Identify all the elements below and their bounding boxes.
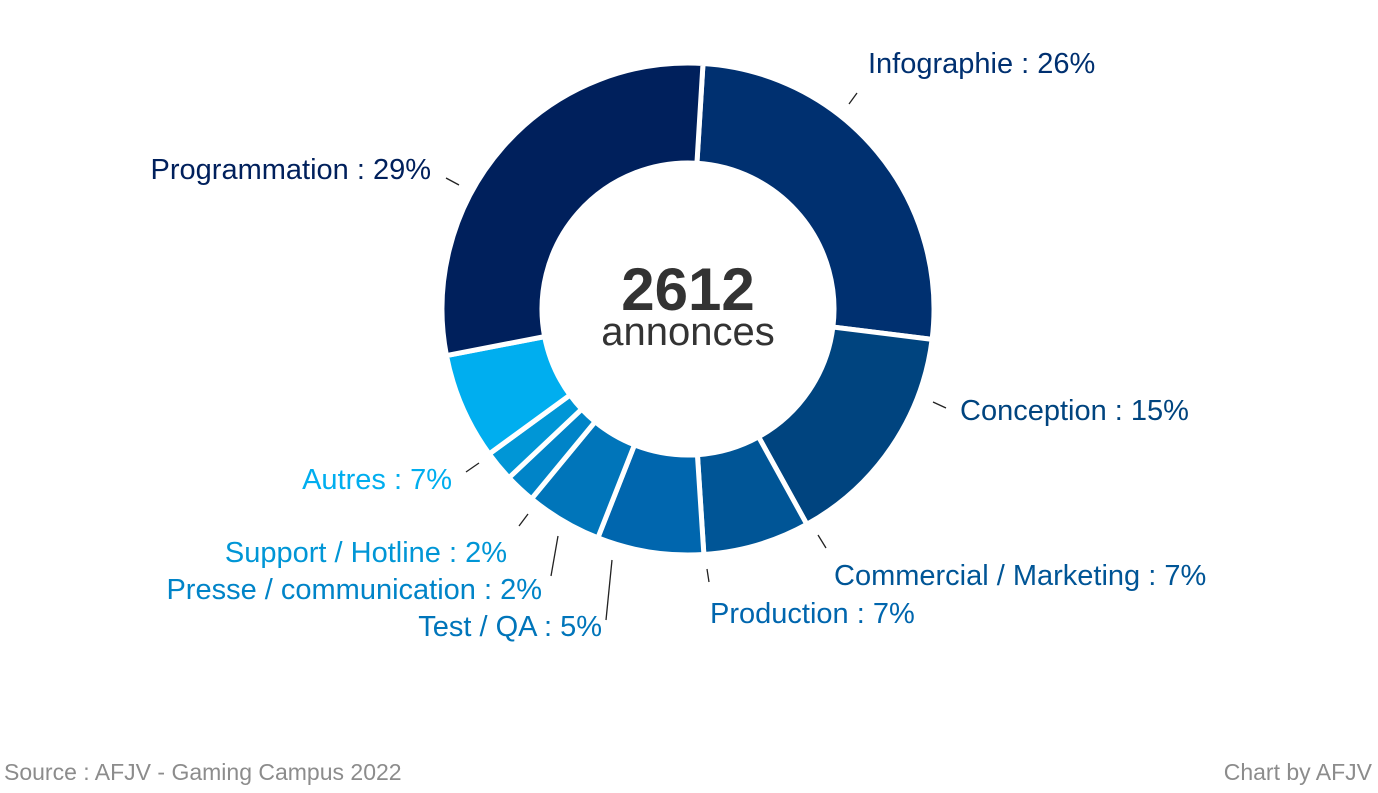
data-label-programmation: Programmation : 29%	[151, 154, 431, 186]
leader-line-support-hotline	[518, 513, 529, 527]
slice-programmation	[439, 60, 706, 359]
leader-line-commercial-marketing	[817, 534, 827, 549]
leader-line-infographie	[848, 92, 858, 105]
data-label-commercial-marketing: Commercial / Marketing : 7%	[834, 560, 1206, 592]
leader-line-conception	[932, 401, 947, 409]
data-label-support-hotline: Support / Hotline : 2%	[225, 537, 507, 569]
leader-line-autres	[465, 462, 480, 473]
leader-lines	[445, 92, 947, 621]
data-label-test-qa: Test / QA : 5%	[418, 611, 602, 643]
slice-labels: Infographie : 26% Conception : 15% Commerc…	[151, 48, 1207, 643]
data-label-autres: Autres : 7%	[302, 464, 452, 496]
data-label-infographie: Infographie : 26%	[868, 48, 1095, 80]
data-label-conception: Conception : 15%	[960, 395, 1189, 427]
leader-line-test-qa	[605, 559, 613, 621]
slice-infographie	[694, 60, 937, 343]
source-note: Source : AFJV - Gaming Campus 2022	[4, 759, 402, 785]
data-label-production: Production : 7%	[710, 598, 915, 630]
leader-line-programmation	[445, 177, 460, 186]
chart-credit: Chart by AFJV	[1223, 759, 1372, 785]
center-total-value: 2612	[621, 256, 754, 323]
leader-line-production	[706, 568, 710, 583]
center-total-label: annonces	[601, 310, 774, 354]
leader-line-presse-communication	[550, 535, 559, 577]
data-label-presse-communication: Presse / communication : 2%	[166, 574, 542, 606]
donut-slices	[439, 60, 937, 558]
